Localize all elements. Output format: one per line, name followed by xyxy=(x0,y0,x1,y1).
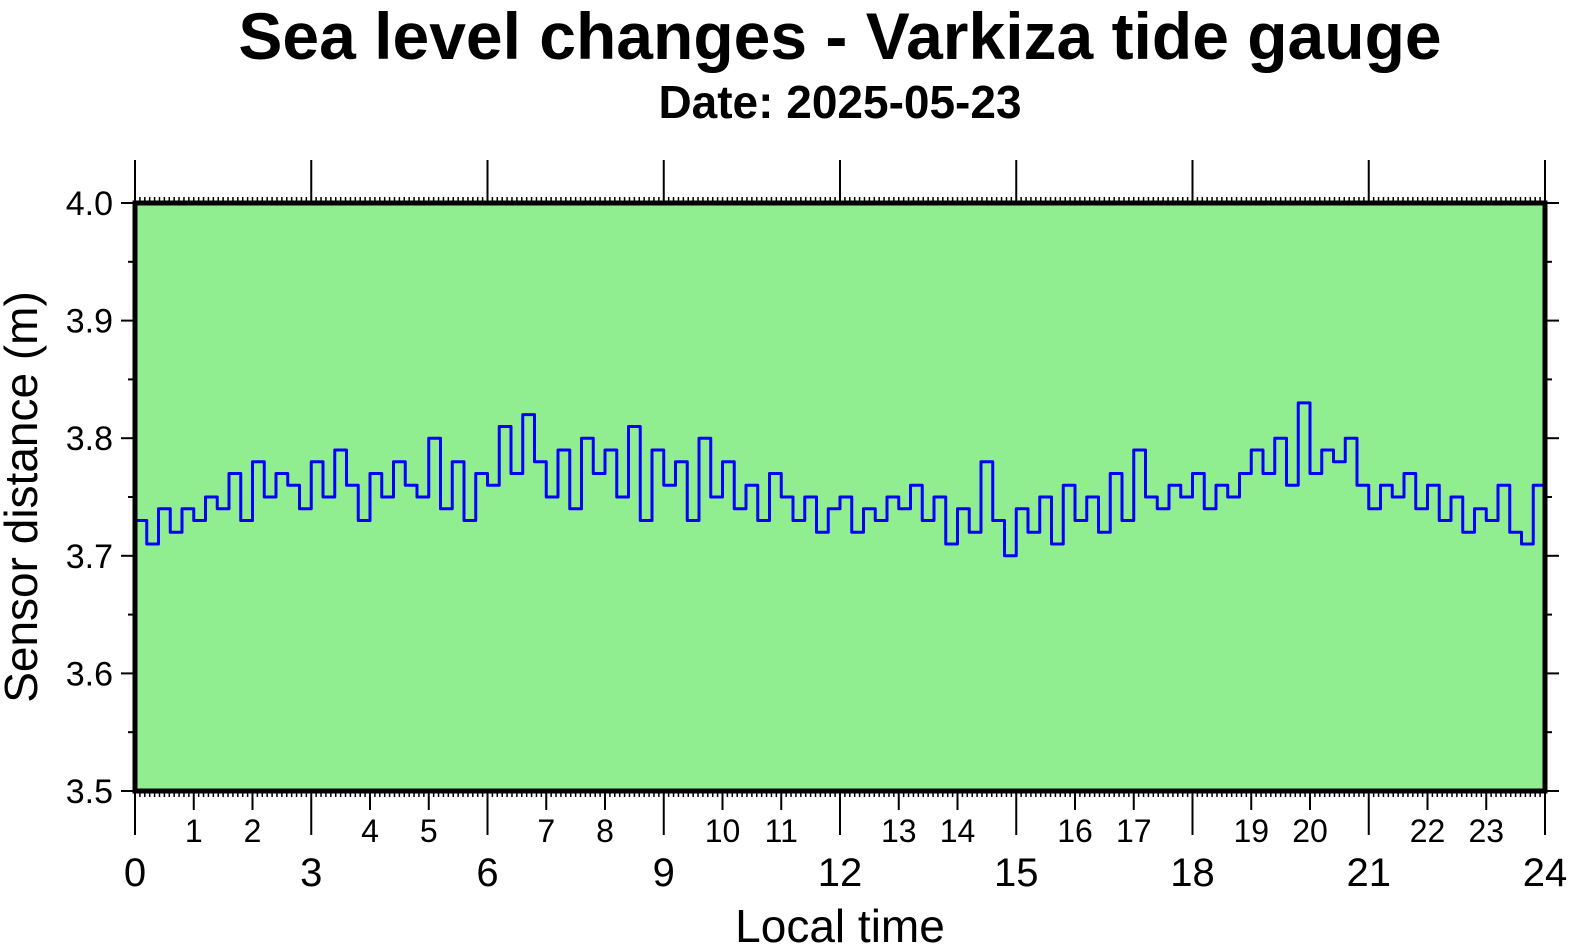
y-tick-label: 3.8 xyxy=(66,420,113,458)
x-major-tick-label: 6 xyxy=(476,851,498,895)
y-axis-title: Sensor distance (m) xyxy=(0,291,47,703)
y-tick-label: 3.5 xyxy=(66,773,113,811)
x-minor-tick-label: 23 xyxy=(1468,813,1504,849)
x-minor-tick-label: 11 xyxy=(765,813,798,849)
y-tick-label: 3.6 xyxy=(66,655,113,693)
x-axis-title: Local time xyxy=(735,900,945,950)
y-tick-label: 3.9 xyxy=(66,303,113,341)
x-minor-tick-label: 8 xyxy=(596,813,614,849)
x-minor-tick-label: 7 xyxy=(537,813,555,849)
x-major-tick-label: 18 xyxy=(1170,851,1215,895)
chart-title: Sea level changes - Varkiza tide gauge xyxy=(238,0,1442,73)
x-minor-tick-label: 13 xyxy=(881,813,917,849)
x-minor-tick-label: 22 xyxy=(1410,813,1446,849)
plot-frame xyxy=(132,200,1548,794)
x-minor-tick-label: 19 xyxy=(1233,813,1269,849)
x-major-tick-label: 21 xyxy=(1347,851,1392,895)
x-minor-tick-label: 17 xyxy=(1116,813,1152,849)
x-minor-tick-label: 1 xyxy=(185,813,203,849)
x-major-tick-label: 9 xyxy=(653,851,675,895)
x-minor-tick-label: 20 xyxy=(1292,813,1328,849)
x-minor-tick-label: 4 xyxy=(361,813,379,849)
x-major-tick-label: 24 xyxy=(1523,851,1568,895)
sea-level-line xyxy=(135,401,1547,558)
axis-labels: 0 3 6 9 12 15 18 21 241 2 4 5 7 8 10 11 13 14 16 17 19 20 22 23… xyxy=(66,185,1568,895)
x-minor-tick-label: 16 xyxy=(1057,813,1093,849)
chart-subtitle: Date: 2025-05-23 xyxy=(658,76,1022,128)
x-major-tick-label: 12 xyxy=(818,851,863,895)
x-minor-tick-label: 2 xyxy=(244,813,262,849)
x-major-tick-label: 3 xyxy=(300,851,322,895)
x-minor-tick-label: 10 xyxy=(705,813,741,849)
y-tick-label: 3.7 xyxy=(66,538,113,576)
x-major-tick-label: 15 xyxy=(994,851,1039,895)
x-major-tick-label: 0 xyxy=(124,851,146,895)
x-minor-tick-label: 5 xyxy=(420,813,438,849)
y-tick-label: 4.0 xyxy=(66,185,113,223)
x-minor-tick-label: 14 xyxy=(940,813,976,849)
